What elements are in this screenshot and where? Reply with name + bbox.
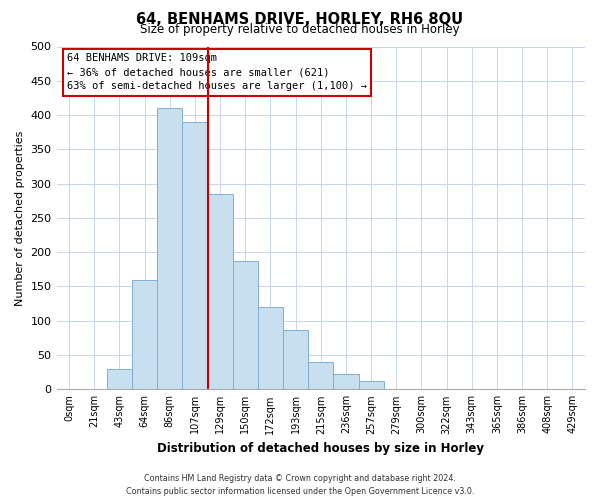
Y-axis label: Number of detached properties: Number of detached properties [15, 130, 25, 306]
Bar [308, 362, 334, 390]
Bar [182, 122, 208, 390]
Bar [233, 261, 258, 390]
X-axis label: Distribution of detached houses by size in Horley: Distribution of detached houses by size … [157, 442, 484, 455]
Text: 64, BENHAMS DRIVE, HORLEY, RH6 8QU: 64, BENHAMS DRIVE, HORLEY, RH6 8QU [136, 12, 464, 28]
Bar [107, 368, 132, 390]
Text: Contains HM Land Registry data © Crown copyright and database right 2024.
Contai: Contains HM Land Registry data © Crown c… [126, 474, 474, 496]
Text: Size of property relative to detached houses in Horley: Size of property relative to detached ho… [140, 22, 460, 36]
Bar [132, 280, 157, 390]
Bar [258, 307, 283, 390]
Bar [157, 108, 182, 390]
Bar [283, 330, 308, 390]
Bar [334, 374, 359, 390]
Bar [359, 381, 383, 390]
Bar [208, 194, 233, 390]
Text: 64 BENHAMS DRIVE: 109sqm
← 36% of detached houses are smaller (621)
63% of semi-: 64 BENHAMS DRIVE: 109sqm ← 36% of detach… [67, 54, 367, 92]
